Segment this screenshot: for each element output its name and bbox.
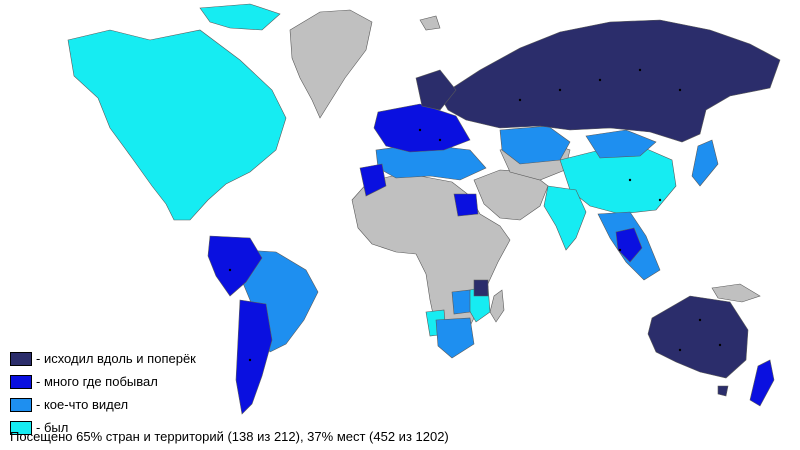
- india: [543, 185, 587, 251]
- greenland: [289, 9, 373, 119]
- legend-label: - кое-что видел: [36, 397, 129, 412]
- tasmania: [717, 385, 729, 397]
- place-marker: [228, 268, 232, 272]
- legend-swatch: [10, 397, 32, 412]
- south-africa: [435, 317, 475, 359]
- legend-swatch: [10, 351, 32, 366]
- egypt: [453, 193, 479, 217]
- australia: [647, 295, 749, 379]
- place-marker: [618, 248, 622, 252]
- place-marker: [698, 318, 702, 322]
- japan: [691, 139, 719, 187]
- scandinavia: [415, 69, 457, 111]
- argentina: [235, 299, 273, 415]
- legend-label: - исходил вдоль и поперёк: [36, 351, 196, 366]
- arctic-islands: [199, 3, 281, 31]
- new-zealand: [749, 359, 775, 407]
- legend: - исходил вдоль и поперёк - много где по…: [10, 347, 196, 439]
- place-marker: [718, 343, 722, 347]
- legend-label: - много где побывал: [36, 374, 158, 389]
- place-marker: [518, 98, 522, 102]
- legend-item-seen-some: - кое-что видел: [10, 393, 196, 416]
- indochina: [615, 227, 643, 263]
- legend-item-explored: - исходил вдоль и поперёк: [10, 347, 196, 370]
- place-marker: [658, 198, 662, 202]
- legend-item-many-places: - много где побывал: [10, 370, 196, 393]
- place-markers: [228, 68, 722, 362]
- place-marker: [628, 178, 632, 182]
- place-marker: [418, 128, 422, 132]
- region-been: [67, 3, 677, 337]
- place-marker: [678, 88, 682, 92]
- zimbabwe: [473, 279, 489, 297]
- legend-swatch: [10, 420, 32, 435]
- region-explored: [415, 19, 781, 397]
- legend-item-been: - был: [10, 416, 196, 439]
- legend-swatch: [10, 374, 32, 389]
- region-many-places: [207, 103, 775, 415]
- andes-north: [207, 235, 263, 297]
- place-marker: [248, 358, 252, 362]
- place-marker: [598, 78, 602, 82]
- mongolia: [585, 129, 657, 159]
- place-marker: [678, 348, 682, 352]
- region-seen-some: [239, 125, 719, 359]
- madagascar: [489, 289, 505, 323]
- legend-label: - был: [36, 420, 69, 435]
- north-america: [67, 29, 287, 221]
- russia: [439, 19, 781, 143]
- iberia: [359, 163, 387, 197]
- svalbard: [419, 15, 441, 31]
- east-africa: [451, 289, 471, 315]
- place-marker: [438, 138, 442, 142]
- new-guinea: [711, 283, 761, 303]
- place-marker: [558, 88, 562, 92]
- place-marker: [638, 68, 642, 72]
- visit-summary: Посещено 65% стран и территорий (138 из …: [10, 429, 449, 444]
